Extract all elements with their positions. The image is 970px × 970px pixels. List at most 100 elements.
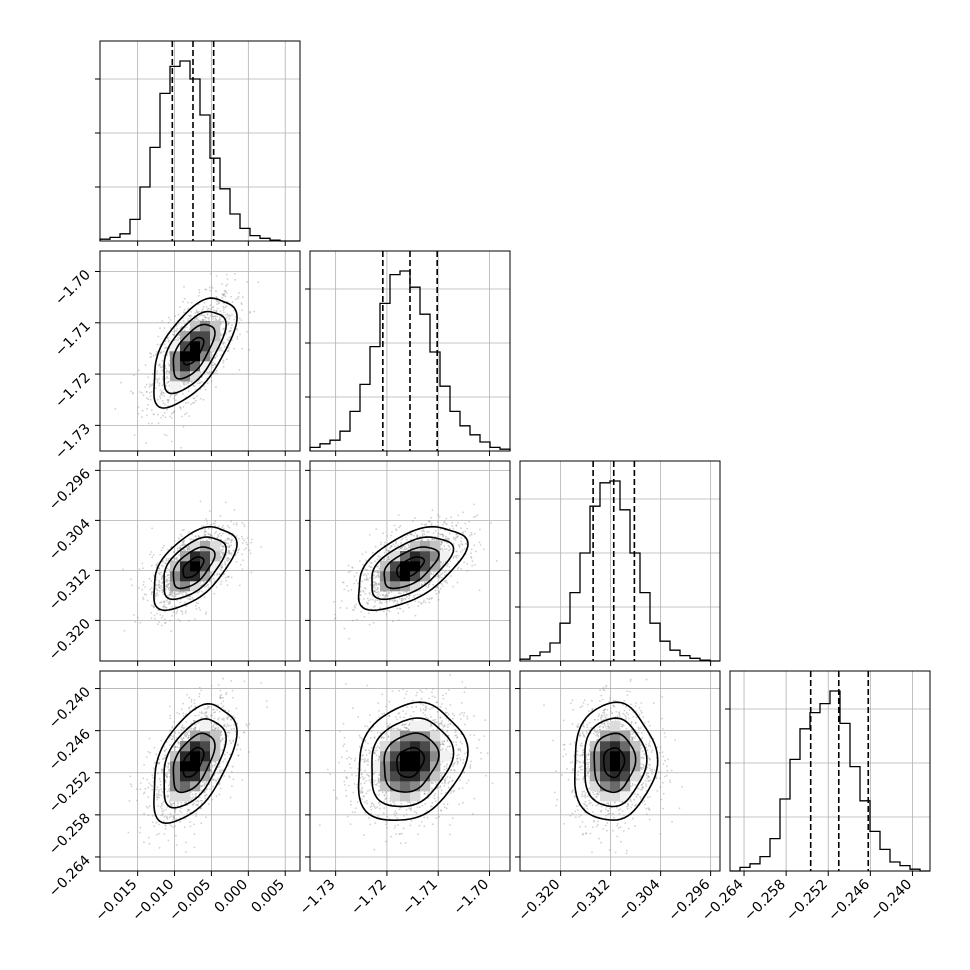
scatter-point [167,381,170,383]
scatter-point [224,295,227,298]
scatter-point [176,557,179,559]
scatter-point [200,381,203,383]
scatter-point [218,318,221,321]
scatter-point [352,609,355,611]
scatter-point [375,610,378,613]
scatter-point [150,551,153,553]
scatter-point [150,612,153,614]
scatter-point [166,790,169,793]
scatter-point [224,576,227,579]
scatter-point [169,396,171,398]
scatter-point [180,544,182,547]
scatter-point [182,425,185,428]
scatter-point [214,315,217,318]
density-cell [410,551,421,562]
scatter-point [207,372,210,375]
scatter-point [167,322,170,324]
scatter-point [209,351,212,353]
scatter-point [445,579,448,582]
scatter-point [177,322,180,325]
scatter-point [222,341,224,344]
scatter-point [179,306,181,308]
scatter-point [166,580,169,583]
scatter-point [220,347,223,350]
scatter-point [448,532,451,535]
scatter-point [456,581,459,584]
scatter-point [159,366,162,369]
scatter-point [138,568,141,570]
scatter-point [217,534,219,536]
scatter-point [450,516,453,519]
scatter-point [196,395,198,398]
scatter-point [183,329,186,332]
scatter-point [156,589,159,592]
scatter-point [181,708,183,711]
scatter-point [233,549,235,552]
scatter-point [170,630,173,632]
scatter-point [388,599,391,602]
scatter-point [196,311,198,314]
scatter-point [246,537,249,539]
scatter-point [374,605,376,607]
scatter-point [422,601,425,604]
scatter-point [369,566,372,568]
scatter-point [184,413,186,416]
scatter-point [201,590,203,593]
scatter-point [149,384,152,387]
scatter-point [206,382,209,385]
scatter-point [248,312,251,314]
scatter-point [386,594,389,596]
scatter-point [397,544,400,547]
scatter-point [137,412,140,415]
scatter-point [129,783,132,786]
scatter-point [441,583,443,585]
scatter-point [159,352,162,355]
scatter-point [163,603,166,606]
scatter-point [166,370,169,372]
density-cell [200,551,211,562]
scatter-point [461,531,464,533]
scatter-point [170,417,173,419]
scatter-point [190,310,193,313]
scatter-point [222,359,225,362]
scatter-point [152,413,155,416]
scatter-point [226,350,229,353]
scatter-point [179,619,182,622]
scatter-point [226,560,229,562]
scatter-point [174,811,177,813]
scatter-point [377,565,380,568]
scatter-point [421,523,423,525]
scatter-point [166,586,169,588]
scatter-point [141,409,144,412]
scatter-point [375,528,378,530]
scatter-point [374,599,377,601]
scatter-point [129,578,132,581]
scatter-point [191,402,194,404]
scatter-point [199,500,202,503]
scatter-point [144,586,147,588]
scatter-point [233,309,235,312]
scatter-point [199,609,202,611]
scatter-point [408,597,410,600]
scatter-point [214,532,216,534]
scatter-point [347,590,350,592]
scatter-point [183,733,186,736]
scatter-point [452,585,454,588]
scatter-point [156,612,159,615]
scatter-point [154,617,156,620]
scatter-point [441,569,444,571]
scatter-point [139,826,142,829]
scatter-point [366,569,369,571]
scatter-point [388,592,390,595]
scatter-point [204,797,207,799]
scatter-point [182,311,185,313]
scatter-point [158,846,161,849]
scatter-point [235,521,238,524]
scatter-point [226,278,229,280]
scatter-point [379,594,381,597]
scatter-point [146,407,149,410]
scatter-point [160,586,163,589]
scatter-point [204,533,207,536]
scatter-point [373,590,376,593]
scatter-point [188,315,191,317]
